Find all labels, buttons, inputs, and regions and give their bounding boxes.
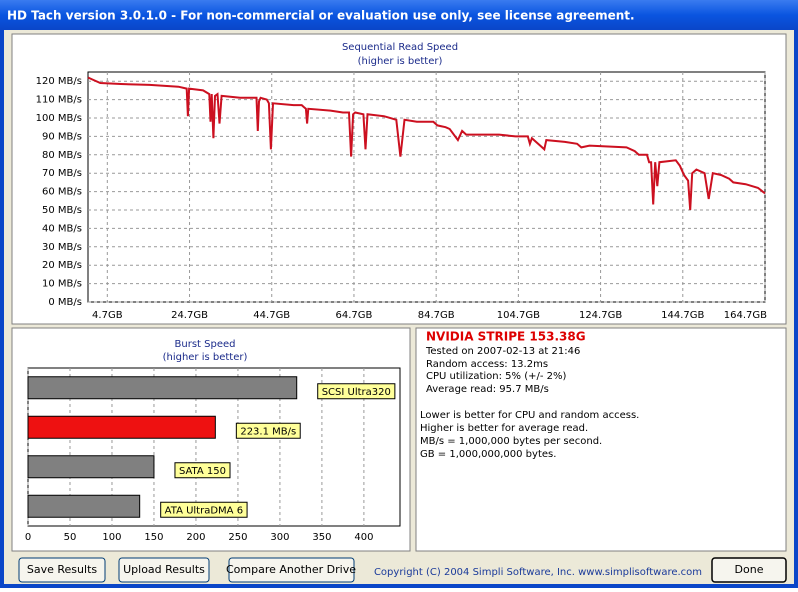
drive-name: NVIDIA STRIPE 153.38G xyxy=(426,330,586,344)
x-tick-label: 164.7GB xyxy=(724,310,767,321)
y-tick-label: 80 MB/s xyxy=(42,150,82,161)
y-tick-label: 50 MB/s xyxy=(42,205,82,216)
note: Higher is better for average read. xyxy=(420,423,588,434)
y-tick-label: 110 MB/s xyxy=(36,95,82,106)
bar xyxy=(27,415,216,439)
button[interactable]: Save Results xyxy=(18,557,106,583)
x-tick-label: 104.7GB xyxy=(497,310,540,321)
detail: Tested on 2007-02-13 at 21:46 xyxy=(425,346,580,357)
bar-label: 223.1 MB/s xyxy=(240,426,296,437)
info-panel xyxy=(415,327,787,552)
detail: Average read: 95.7 MB/s xyxy=(426,384,549,395)
y-tick-label: 90 MB/s xyxy=(42,131,82,142)
x-tick-label: 124.7GB xyxy=(579,310,622,321)
x-tick-label: 144.7GB xyxy=(661,310,704,321)
y-tick-label: 60 MB/s xyxy=(42,187,82,198)
y-tick-label: 40 MB/s xyxy=(42,223,82,234)
chart-subtitle: (higher is better) xyxy=(163,352,248,363)
button[interactable]: Compare Another Drive xyxy=(226,557,356,583)
label-box xyxy=(317,383,396,400)
x-tick-label: 100 xyxy=(102,532,121,543)
y-tick-label: 0 MB/s xyxy=(48,297,82,308)
bar xyxy=(27,376,298,400)
button[interactable]: Done xyxy=(711,557,787,583)
note: GB = 1,000,000,000 bytes. xyxy=(420,449,556,460)
bar-label: SCSI Ultra320 xyxy=(322,387,391,398)
bar xyxy=(27,455,155,479)
copyright: Copyright (C) 2004 Simpli Software, Inc.… xyxy=(374,567,702,578)
label-box xyxy=(235,422,301,439)
x-tick-label: 0 xyxy=(25,532,31,543)
x-tick-label: 250 xyxy=(228,532,247,543)
chart-title: Burst Speed xyxy=(175,339,236,350)
x-tick-label: 200 xyxy=(186,532,205,543)
title-bar xyxy=(0,0,798,30)
chart-title: Sequential Read Speed xyxy=(342,42,458,53)
x-tick-label: 300 xyxy=(270,532,289,543)
button-label[interactable]: Upload Results xyxy=(123,563,205,576)
button-label[interactable]: Done xyxy=(735,563,764,576)
button[interactable]: Upload Results xyxy=(118,557,210,583)
y-tick-label: 120 MB/s xyxy=(36,76,82,87)
detail: CPU utilization: 5% (+/- 2%) xyxy=(426,371,567,382)
x-tick-label: 400 xyxy=(354,532,373,543)
bar-label: SATA 150 xyxy=(179,466,226,477)
note: MB/s = 1,000,000 bytes per second. xyxy=(420,436,602,447)
x-tick-label: 4.7GB xyxy=(92,310,123,321)
window-title: HD Tach version 3.0.1.0 - For non-commer… xyxy=(7,9,635,23)
bar-label: ATA UltraDMA 6 xyxy=(165,505,243,516)
y-tick-label: 20 MB/s xyxy=(42,260,82,271)
read-line xyxy=(87,76,766,211)
detail: Random access: 13.2ms xyxy=(426,359,548,370)
x-tick-label: 24.7GB xyxy=(171,310,208,321)
label-box xyxy=(174,462,231,479)
x-tick-label: 84.7GB xyxy=(418,310,455,321)
y-tick-label: 30 MB/s xyxy=(42,242,82,253)
x-tick-label: 64.7GB xyxy=(336,310,373,321)
chart-subtitle: (higher is better) xyxy=(358,56,443,67)
y-tick-label: 100 MB/s xyxy=(36,113,82,124)
x-tick-label: 50 xyxy=(64,532,77,543)
button-label[interactable]: Compare Another Drive xyxy=(226,563,356,576)
label-box xyxy=(160,501,248,518)
y-tick-label: 10 MB/s xyxy=(42,279,82,290)
button-label[interactable]: Save Results xyxy=(27,563,97,576)
x-tick-label: 350 xyxy=(312,532,331,543)
bar xyxy=(27,494,141,518)
note: Lower is better for CPU and random acces… xyxy=(420,410,639,421)
x-tick-label: 44.7GB xyxy=(253,310,290,321)
x-tick-label: 150 xyxy=(144,532,163,543)
y-tick-label: 70 MB/s xyxy=(42,168,82,179)
